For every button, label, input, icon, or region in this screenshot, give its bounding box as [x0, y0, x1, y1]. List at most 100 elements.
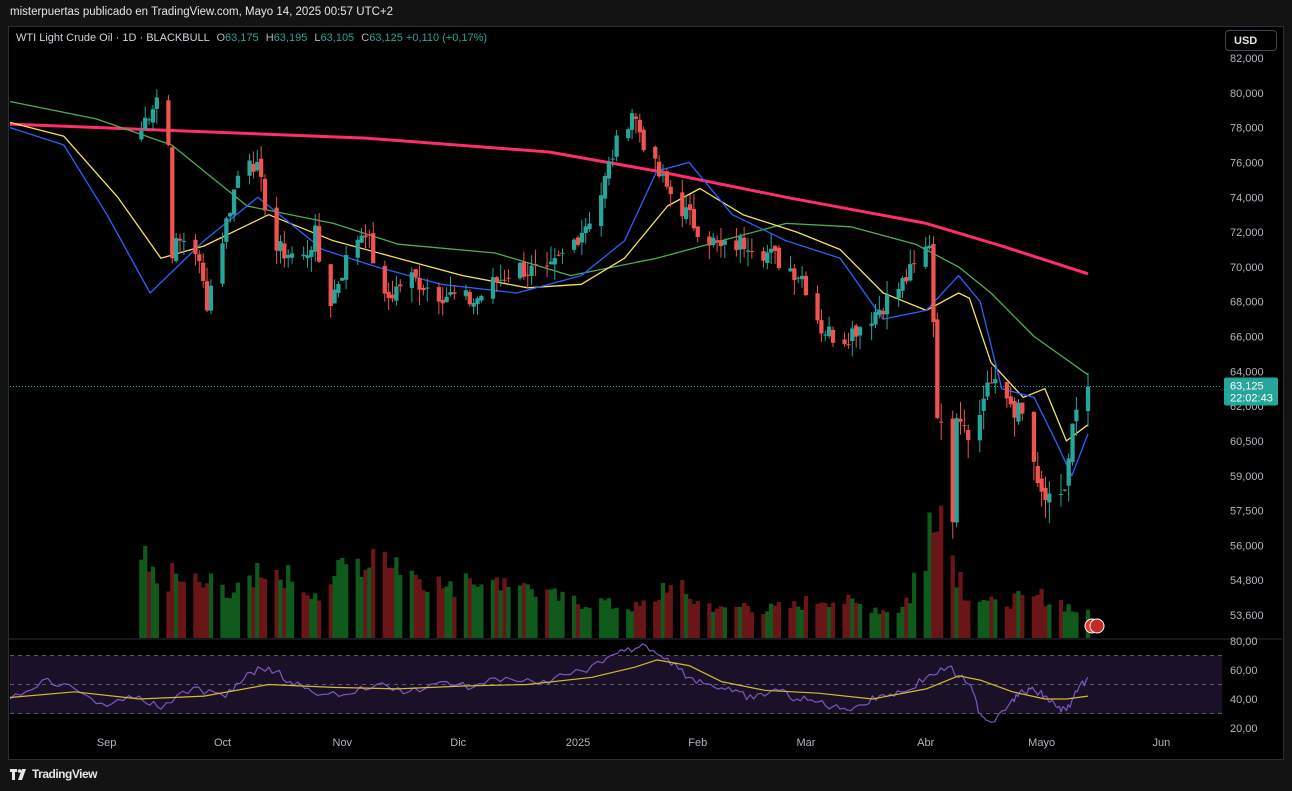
candle-body: [641, 129, 646, 151]
candle-body: [950, 418, 955, 523]
candle-body: [560, 252, 565, 254]
candle-body: [417, 278, 422, 290]
volume-bar: [769, 603, 774, 638]
economic-event-icon[interactable]: [1089, 618, 1105, 634]
volume-bar: [799, 609, 805, 638]
volume-bar: [289, 581, 295, 638]
candle-body: [479, 296, 484, 301]
price-axis-tick: 59,000: [1230, 471, 1264, 483]
candle-body: [552, 258, 557, 265]
currency-button[interactable]: USD: [1225, 30, 1277, 51]
time-axis-tick: Jun: [1153, 737, 1171, 749]
time-axis-tick: 2025: [566, 737, 590, 749]
volume-bar: [653, 601, 658, 638]
volume-bar: [927, 512, 932, 638]
volume-bar: [1062, 611, 1067, 638]
volume-bar: [154, 583, 159, 638]
volume-bar: [912, 572, 917, 638]
volume-bar: [993, 599, 998, 638]
candle-body: [390, 294, 395, 299]
volume-bar: [614, 607, 619, 638]
footer-brand[interactable]: TradingView: [10, 767, 97, 781]
candle-body: [247, 160, 252, 176]
volume-bar: [827, 606, 832, 638]
time-axis-tick: Abr: [917, 737, 934, 749]
volume-bar: [850, 598, 855, 638]
candle-body: [340, 277, 345, 281]
volume-bar: [143, 545, 148, 638]
volume-bar: [181, 581, 186, 638]
candle-body: [139, 130, 144, 140]
price-axis-tick: 74,000: [1230, 192, 1264, 204]
candle-body: [1062, 489, 1067, 491]
volume-bar: [796, 606, 801, 638]
rsi-line: [9, 643, 1089, 723]
candle-body: [1016, 402, 1021, 422]
volume-bar: [1031, 596, 1037, 638]
volume-bar: [444, 586, 449, 638]
volume-bar: [1039, 589, 1044, 638]
candle-body: [193, 239, 198, 254]
candle-body: [1035, 466, 1040, 483]
rsi-axis-tick: 20,00: [1230, 723, 1258, 735]
moving-average-long: [9, 122, 1089, 276]
volume-bar: [749, 612, 754, 638]
volume-bar: [425, 591, 430, 638]
volume-bar: [857, 603, 863, 638]
volume-bar: [788, 607, 793, 638]
candle-body: [475, 298, 480, 305]
volume-bar: [359, 577, 364, 638]
volume-bar: [174, 573, 179, 638]
volume-bar: [935, 531, 940, 638]
candle-body: [220, 243, 225, 284]
time-axis-tick: Mayo: [1028, 737, 1055, 749]
candle-body: [344, 254, 349, 280]
candle-body: [197, 254, 202, 262]
low-value: 63,105: [320, 32, 355, 44]
volume-bar: [738, 606, 743, 638]
candle-body: [660, 174, 666, 176]
volume-bar: [305, 595, 310, 638]
candle-body: [900, 278, 905, 291]
price-axis-tick: 70,000: [1230, 262, 1264, 274]
volume-bar: [900, 606, 905, 638]
price-axis-tick: 68,000: [1230, 297, 1264, 309]
candle-body: [181, 240, 186, 242]
candle-body: [1085, 386, 1091, 412]
volume-bar: [776, 601, 782, 638]
candle-body: [452, 292, 457, 294]
volume-bar: [332, 576, 337, 638]
volume-bar: [498, 590, 503, 638]
candle-body: [316, 226, 322, 262]
volume-bar: [544, 589, 550, 638]
volume-bar: [877, 613, 882, 638]
moving-average-fast: [9, 126, 1089, 477]
volume-bar: [668, 584, 673, 638]
symbol-label[interactable]: WTI Light Crude Oil · 1D · BLACKBULL: [16, 32, 210, 44]
candle-body: [259, 158, 264, 177]
candle-body: [830, 329, 836, 343]
candle-body: [985, 382, 990, 397]
candle-body: [599, 195, 604, 227]
candle-body: [1031, 411, 1037, 462]
candle-body: [363, 235, 368, 238]
close-value: 63,125: [369, 32, 403, 44]
candle-body: [1070, 423, 1075, 463]
candle-body: [490, 277, 496, 299]
volume-bar: [583, 607, 588, 638]
candle-body: [425, 287, 430, 289]
volume-bar: [962, 600, 967, 638]
volume-bar: [1066, 604, 1071, 638]
candle-body: [409, 272, 414, 289]
candle-body: [873, 312, 878, 325]
candle-body: [201, 262, 206, 281]
volume-bar: [262, 578, 268, 638]
candle-body: [680, 192, 685, 217]
volume-bar: [823, 602, 828, 638]
volume-bar: [313, 593, 318, 638]
candle-body: [668, 186, 673, 195]
price-axis-tick: 82,000: [1230, 53, 1264, 65]
candle-body: [177, 238, 183, 241]
volume-bar: [745, 605, 751, 638]
